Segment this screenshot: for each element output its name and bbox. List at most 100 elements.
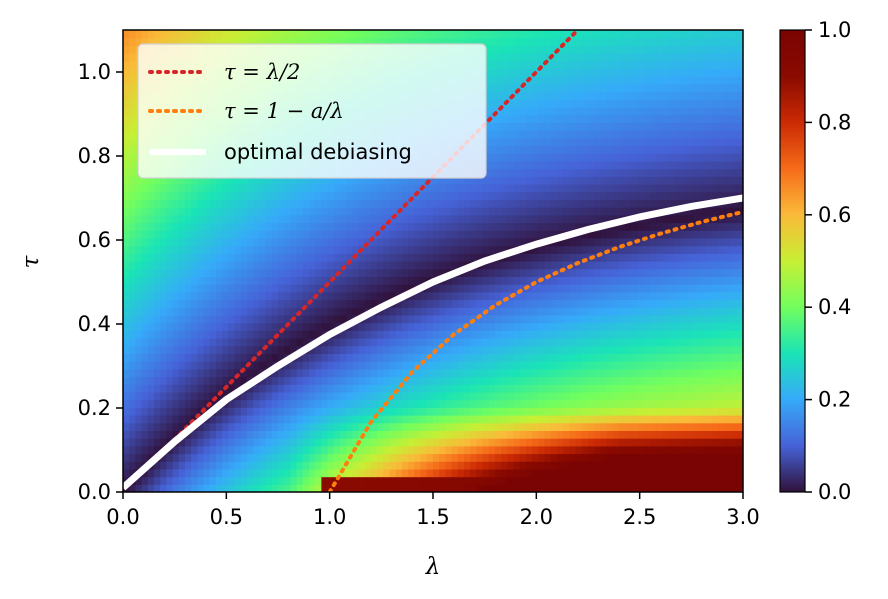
heatmap-cell [433, 284, 440, 293]
heatmap-cell [532, 468, 539, 478]
heatmap-cell [178, 214, 186, 224]
heatmap-cell [172, 307, 180, 316]
heatmap-cell [327, 353, 335, 362]
heatmap-cell [495, 384, 502, 393]
heatmap-cell [426, 268, 434, 277]
heatmap-cell [216, 314, 223, 324]
heatmap-cell [507, 422, 515, 431]
heatmap-cell [581, 130, 589, 139]
heatmap-cell [457, 361, 465, 370]
heatmap-cell [420, 307, 428, 316]
heatmap-cell [501, 68, 508, 77]
heatmap-cell [321, 299, 329, 308]
heatmap-cell [569, 407, 577, 416]
heatmap-cell [544, 461, 552, 470]
heatmap-cell [544, 468, 552, 478]
heatmap-cell [178, 245, 186, 254]
heatmap-cell [606, 284, 614, 293]
heatmap-cell [395, 345, 403, 354]
heatmap-cell [321, 391, 329, 401]
heatmap-cell [185, 176, 192, 185]
heatmap-cell [631, 368, 639, 378]
heatmap-cell [333, 207, 341, 216]
heatmap-cell [526, 284, 533, 293]
heatmap-cell [457, 384, 465, 393]
heatmap-cell [501, 230, 508, 239]
heatmap-cell [240, 184, 248, 193]
heatmap-cell [253, 468, 260, 478]
heatmap-cell [402, 330, 409, 339]
heatmap-cell [519, 299, 527, 308]
heatmap-cell [588, 284, 595, 293]
heatmap-cell [240, 222, 248, 231]
heatmap-cell [563, 338, 570, 347]
heatmap-cell [154, 207, 161, 216]
heatmap-cell [488, 60, 496, 70]
heatmap-cell [309, 37, 316, 46]
heatmap-cell [631, 107, 639, 116]
heatmap-cell [371, 230, 378, 239]
heatmap-cell [408, 391, 415, 401]
heatmap-cell [178, 261, 186, 270]
heatmap-cell [470, 330, 477, 339]
heatmap-cell [612, 168, 620, 177]
heatmap-cell [495, 91, 502, 100]
heatmap-cell [457, 291, 465, 301]
heatmap-cell [154, 230, 161, 239]
heatmap-cell [265, 438, 273, 447]
heatmap-cell [358, 391, 366, 401]
heatmap-cell [315, 376, 322, 385]
heatmap-cell [557, 83, 564, 93]
heatmap-cell [439, 384, 446, 393]
heatmap-cell [612, 407, 620, 416]
heatmap-cell [123, 53, 130, 62]
heatmap-cell [439, 207, 446, 216]
heatmap-cell [433, 461, 440, 470]
heatmap-cell [557, 245, 564, 254]
heatmap-cell [327, 476, 335, 485]
heatmap-cell [191, 338, 198, 347]
heatmap-cell [309, 376, 316, 385]
heatmap-cell [234, 199, 242, 208]
heatmap-cell [588, 415, 595, 424]
heatmap-cell [569, 37, 577, 46]
heatmap-cell [216, 430, 223, 439]
heatmap-cell [451, 237, 459, 247]
heatmap-cell [302, 415, 310, 424]
heatmap-cell [309, 368, 316, 378]
heatmap-cell [309, 353, 316, 362]
heatmap-cell [569, 399, 577, 408]
heatmap-cell [228, 245, 236, 254]
heatmap-cell [315, 191, 322, 200]
heatmap-cell [464, 391, 471, 401]
heatmap-cell [495, 399, 502, 408]
heatmap-cell [364, 176, 372, 185]
heatmap-cell [550, 291, 558, 301]
heatmap-cell [129, 53, 136, 62]
heatmap-cell [612, 237, 620, 247]
heatmap-cell [222, 368, 229, 378]
heatmap-cell [185, 245, 192, 254]
heatmap-cell [377, 476, 384, 485]
heatmap-cell [439, 30, 446, 39]
heatmap-cell [278, 30, 285, 39]
heatmap-cell [278, 176, 285, 185]
heatmap-cell [253, 261, 260, 270]
heatmap-cell [625, 345, 632, 354]
heatmap-cell [402, 176, 409, 185]
heatmap-cell [222, 176, 229, 185]
heatmap-cell [302, 245, 310, 254]
heatmap-cell [352, 391, 360, 401]
heatmap-cell [501, 391, 508, 401]
heatmap-cell [346, 30, 353, 39]
heatmap-cell [426, 191, 434, 200]
heatmap-cell [234, 222, 242, 231]
heatmap-cell [637, 476, 645, 485]
heatmap-cell [550, 130, 558, 139]
heatmap-cell [296, 253, 304, 262]
heatmap-cell [228, 214, 236, 224]
heatmap-cell [631, 384, 639, 393]
heatmap-cell [141, 176, 149, 185]
heatmap-cell [513, 299, 521, 308]
heatmap-cell [377, 353, 384, 362]
